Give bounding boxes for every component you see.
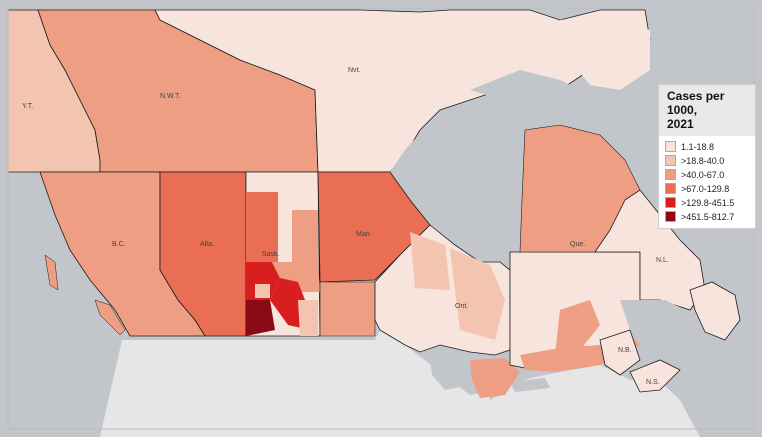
label-ns: N.S. (646, 379, 660, 386)
label-yukon: Y.T. (22, 103, 33, 110)
label-nunavut: Nvt. (348, 67, 361, 74)
sask-south-mid (272, 262, 320, 292)
label-nl: N.L. (656, 257, 669, 264)
newfoundland (689, 281, 741, 341)
label-nwt: N.W.T. (160, 93, 181, 100)
region-nb[interactable] (599, 329, 641, 376)
baffin-island (560, 15, 650, 90)
ontario-south (470, 358, 520, 398)
legend-item: >40.0-67.0 (665, 168, 751, 181)
legend-title-line1: Cases per 1000, (667, 89, 725, 117)
legend-label: >129.8-451.5 (681, 197, 735, 208)
hudson-strait (470, 70, 640, 140)
legend-title: Cases per 1000, 2021 (659, 85, 755, 136)
hudson-bay (390, 100, 530, 262)
sask-west (246, 192, 278, 262)
legend-swatch (665, 197, 676, 208)
vancouver-island (94, 299, 126, 336)
legend-swatch (665, 169, 676, 180)
legend-swatch (665, 183, 676, 194)
legend-item: >129.8-451.5 (665, 196, 751, 209)
sask-south-red (246, 262, 280, 300)
map-legend: Cases per 1000, 2021 1.1-18.8 >18.8-40.0 >… (658, 84, 756, 229)
haida-gwaii (44, 254, 59, 291)
label-manitoba: Man. (356, 231, 372, 238)
sask-south-pale (255, 284, 270, 298)
legend-label: >451.5-812.7 (681, 211, 735, 222)
region-ns[interactable] (629, 359, 681, 393)
legend-item: >451.5-812.7 (665, 210, 751, 223)
legend-item: >67.0-129.8 (665, 182, 751, 195)
legend-swatch (665, 211, 676, 222)
label-bc: B.C. (112, 241, 126, 248)
legend-label: >67.0-129.8 (681, 183, 730, 194)
label-alberta: Alta. (200, 241, 214, 248)
quebec-south (555, 300, 600, 355)
sask-east (292, 210, 318, 262)
sask-south-pale2 (298, 300, 318, 336)
label-nb: N.B. (618, 347, 632, 354)
us-land (0, 330, 700, 437)
legend-label: >18.8-40.0 (681, 155, 725, 166)
ontario-north (410, 232, 450, 290)
label-ontario: Ont. (455, 303, 468, 310)
gulf-st-lawrence (620, 300, 690, 345)
label-quebec: Que. (570, 241, 585, 248)
ontario-central (450, 248, 505, 340)
legend-title-line2: 2021 (667, 117, 694, 131)
legend-swatch (665, 141, 676, 152)
legend-label: 1.1-18.8 (681, 141, 715, 152)
legend-item: >18.8-40.0 (665, 154, 751, 167)
pacific-ocean (0, 172, 122, 437)
region-manitoba-south (319, 281, 376, 337)
legend-label: >40.0-67.0 (681, 169, 725, 180)
legend-swatch (665, 155, 676, 166)
label-sask: Sask. (262, 251, 280, 258)
legend-items: 1.1-18.8 >18.8-40.0 >40.0-67.0 >67.0-129.8 >… (659, 136, 755, 228)
legend-item: 1.1-18.8 (665, 140, 751, 153)
sask-south-dark (246, 300, 275, 336)
